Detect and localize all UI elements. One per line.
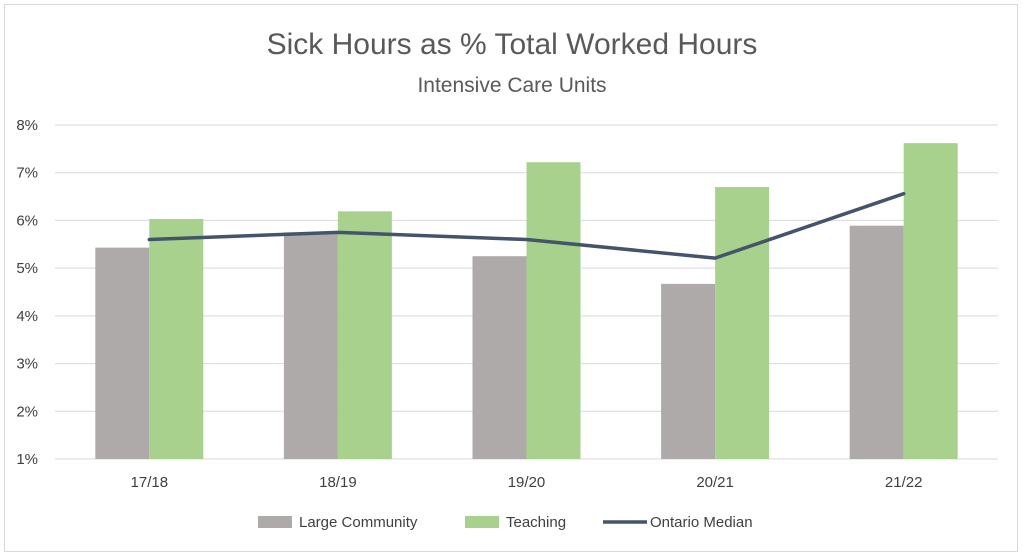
legend-label: Ontario Median [650,514,753,531]
y-tick-label: 2% [16,403,38,420]
legend-label: Large Community [299,514,418,531]
y-tick-label: 8% [16,117,38,134]
y-tick-label: 6% [16,212,38,229]
bars [95,143,958,460]
legend-swatch [465,516,499,528]
bar-large-community [661,283,716,459]
bar-teaching [903,143,958,460]
x-tick-label: 20/21 [696,474,734,491]
bar-large-community [849,225,904,459]
chart-subtitle: Intensive Care Units [417,74,606,97]
chart-title: Sick Hours as % Total Worked Hours [267,28,758,61]
x-tick-label: 17/18 [131,474,169,491]
legend-label: Teaching [506,514,566,531]
y-tick-label: 5% [16,260,38,277]
median-line [147,191,906,260]
line-ontario-median [147,191,906,260]
bar-large-community [472,256,527,459]
legend-swatch [258,516,292,528]
bar-large-community [283,232,338,459]
y-tick-label: 3% [16,356,38,373]
bar-teaching [149,218,204,459]
y-tick-label: 7% [16,165,38,182]
x-tick-label: 21/22 [885,474,923,491]
y-axis-labels: 1% 2% 3% 4% 5% 6% 7% 8% [16,117,38,468]
y-tick-label: 1% [16,451,38,468]
x-tick-label: 18/19 [319,474,357,491]
x-axis-labels: 17/18 18/19 19/20 20/21 21/22 [131,474,923,491]
bar-teaching [337,211,392,459]
bar-large-community [95,247,150,459]
x-tick-label: 19/20 [508,474,546,491]
bar-teaching [526,162,581,459]
bar-teaching [715,187,770,459]
y-tick-label: 4% [16,308,38,325]
legend: Large Community Teaching Ontario Median [258,514,753,531]
